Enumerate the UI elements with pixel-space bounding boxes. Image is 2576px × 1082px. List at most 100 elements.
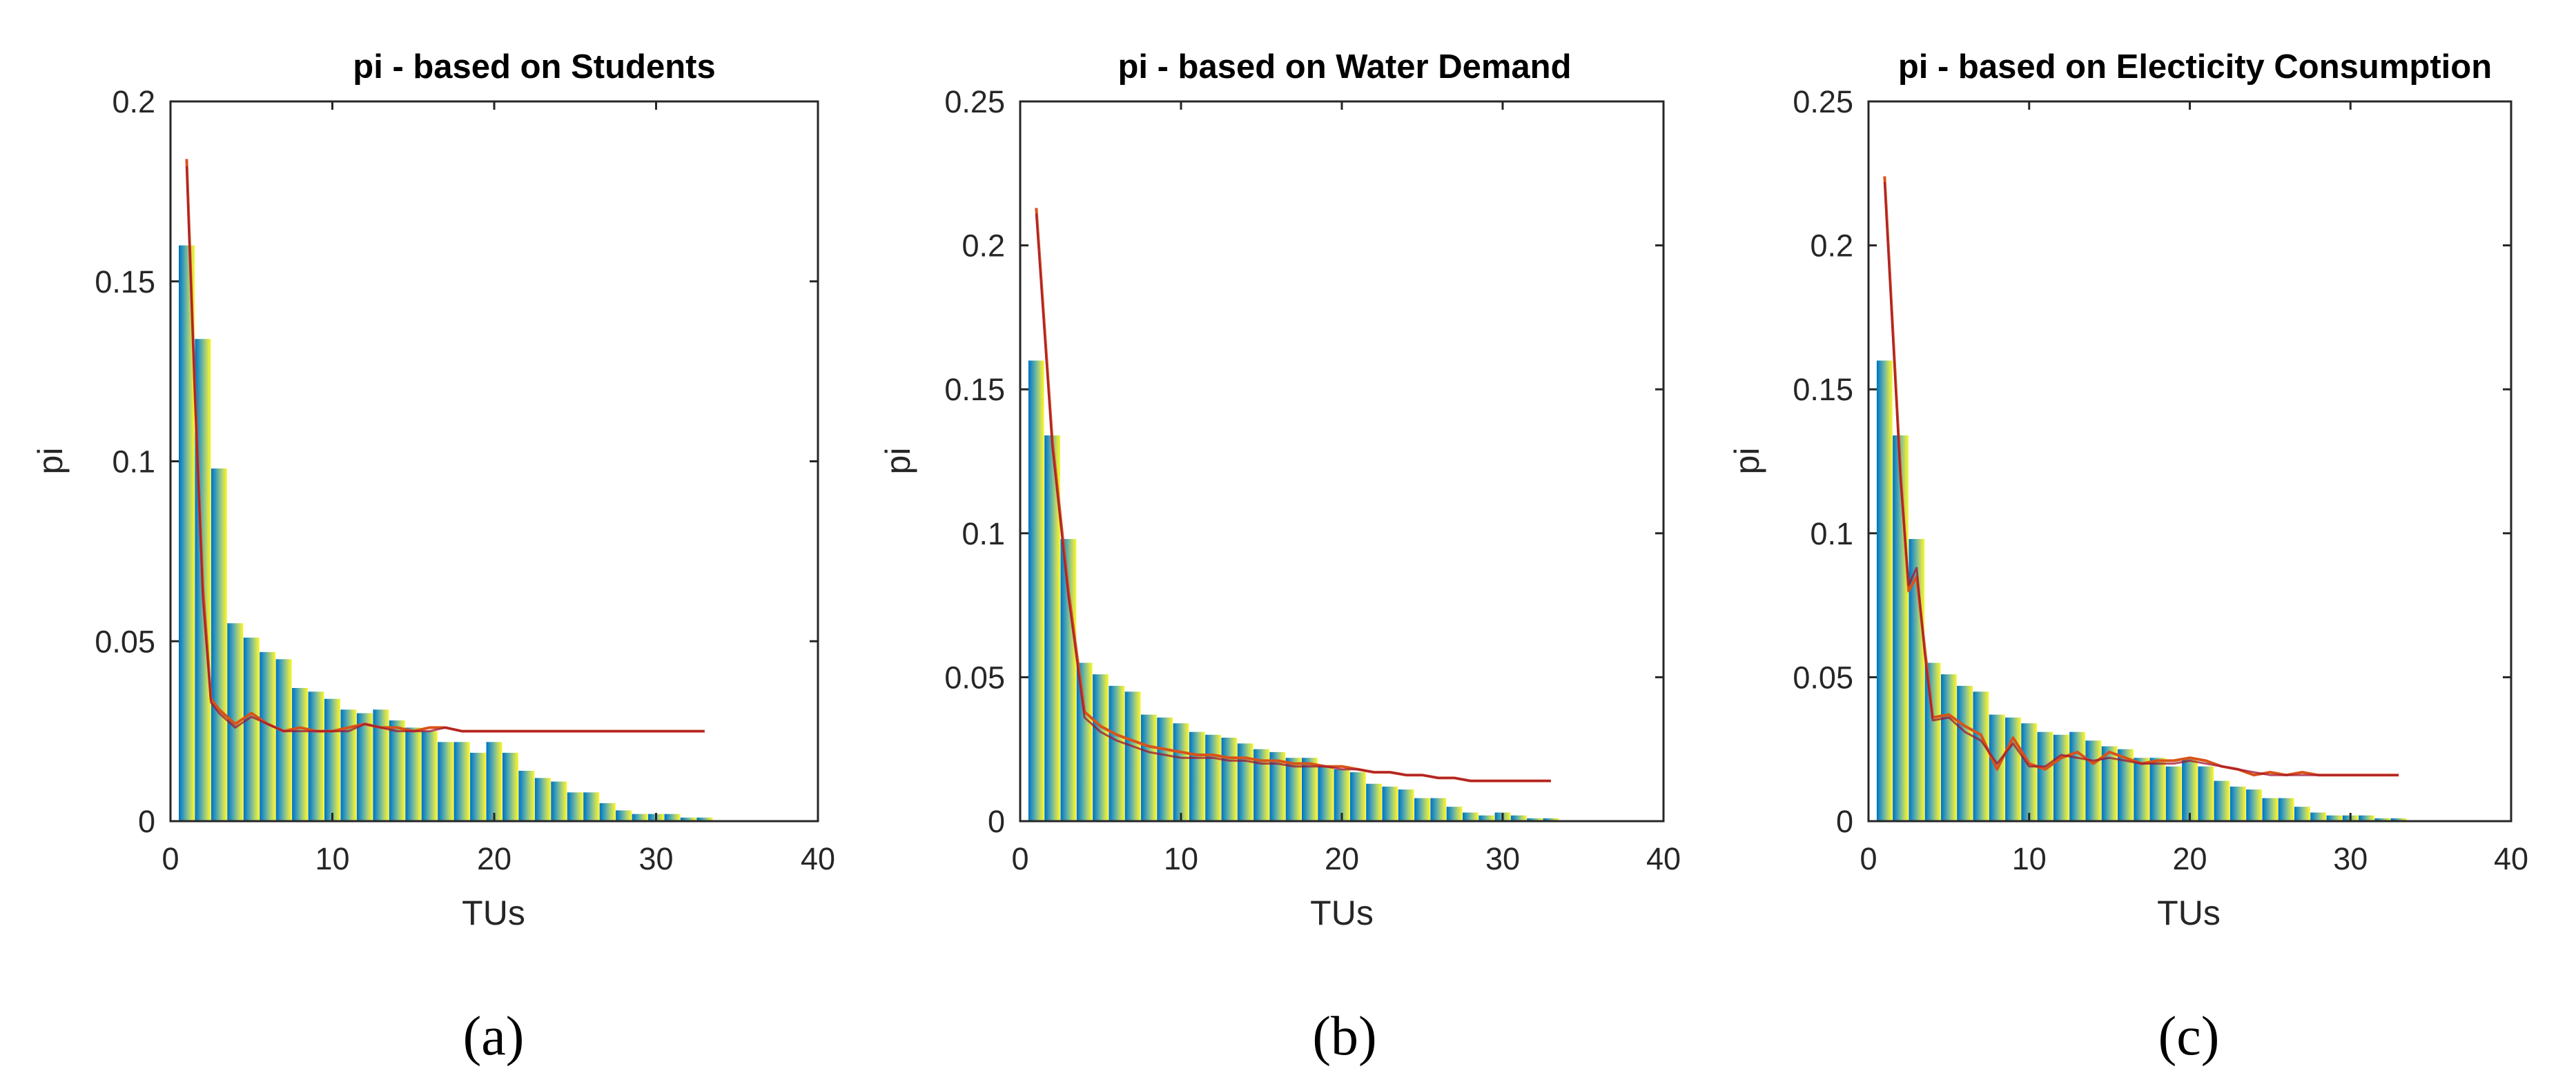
y-tick-label: 0.15 [944, 372, 1005, 407]
caption-a: (a) [463, 1006, 525, 1067]
chart-panel-a: pi - based on Students pi TUs (a) 0 10 20 3… [31, 48, 835, 1067]
bar [1157, 717, 1173, 821]
y-tick-label: 0.1 [962, 516, 1005, 551]
bar [502, 752, 518, 821]
bar [1957, 685, 1973, 821]
bar [2182, 758, 2198, 821]
chart-title-a: pi - based on Students [353, 48, 715, 86]
bar [1285, 758, 1302, 821]
bar [275, 659, 292, 821]
bar [1398, 789, 1414, 821]
bar [2149, 758, 2166, 821]
bar [518, 771, 535, 821]
bar [1237, 743, 1253, 821]
bar [2359, 815, 2374, 821]
chart-title-c: pi - based on Electicity Consumption [1898, 48, 2492, 86]
bar [1173, 723, 1189, 821]
bar [356, 713, 373, 821]
bar [389, 720, 405, 821]
y-tick-label: 0.05 [944, 660, 1005, 695]
bar [292, 688, 309, 821]
bar [599, 803, 616, 821]
bar [1205, 734, 1221, 821]
x-tick-label: 10 [2012, 841, 2047, 876]
y-tick-label: 0 [138, 804, 155, 839]
x-tick-label: 30 [2333, 841, 2368, 876]
y-tick-label: 0.2 [112, 84, 155, 119]
bar [616, 810, 632, 821]
bar [2134, 758, 2150, 821]
bar [1253, 749, 1269, 821]
bar [567, 792, 583, 821]
bar [1269, 751, 1286, 821]
y-tick-label: 0.2 [1810, 228, 1853, 264]
y-tick-label: 0.2 [962, 228, 1005, 264]
caption-c: (c) [2158, 1006, 2220, 1067]
bar [438, 742, 454, 821]
bar [179, 245, 195, 822]
bar [1189, 731, 1205, 821]
x-tick-label: 20 [1325, 841, 1359, 876]
bar [2118, 749, 2134, 821]
y-tick-label: 0 [988, 804, 1005, 839]
bar [243, 638, 260, 821]
x-tick-label: 0 [1011, 841, 1028, 876]
bar [1334, 769, 1350, 821]
bar [421, 731, 438, 821]
bar [2214, 780, 2230, 821]
x-tick-label: 10 [315, 841, 349, 876]
bar [1430, 798, 1447, 821]
bar [470, 752, 487, 821]
bar [2294, 807, 2310, 821]
bar [1543, 818, 1559, 821]
x-tick-label: 40 [801, 841, 835, 876]
chart-panel-b: pi - based on Water Demand pi TUs (b) 0 1… [879, 48, 1681, 1067]
series-line [1883, 181, 2399, 776]
y-tick-label: 0.15 [95, 264, 155, 299]
bar [2262, 798, 2279, 821]
plot-area-b: 0 10 20 30 40 0 0.05 0.1 0.15 0.2 0.25 [944, 84, 1681, 876]
bar [405, 727, 422, 821]
bar [1302, 758, 1318, 821]
x-tick-label: 40 [1646, 841, 1681, 876]
bar [680, 817, 696, 821]
bar [1510, 815, 1527, 821]
x-axis-label-b: TUs [1310, 894, 1374, 932]
x-tick-label: 20 [2172, 841, 2207, 876]
series-line [1035, 213, 1551, 783]
x-tick-label: 0 [162, 841, 179, 876]
x-tick-label: 30 [638, 841, 673, 876]
x-tick-label: 30 [1485, 841, 1520, 876]
bar [1349, 772, 1366, 821]
y-axis-label-b: pi [879, 448, 917, 475]
chart-panel-c: pi - based on Electicity Consumption pi … [1728, 48, 2528, 1067]
bar [1527, 818, 1543, 821]
bar [1446, 807, 1463, 821]
bar [1109, 685, 1125, 821]
bar [1924, 662, 1941, 821]
bar [551, 781, 567, 821]
bar [1076, 662, 1093, 821]
plot-area-c: 0 10 20 30 40 0 0.05 0.1 0.15 0.2 0.25 [1793, 84, 2528, 876]
bar [373, 709, 389, 821]
bar [1366, 783, 1382, 821]
bar [1973, 691, 1989, 821]
bar [1414, 798, 1430, 821]
bar [696, 817, 713, 821]
bar [1382, 786, 1398, 821]
y-tick-label: 0.05 [1793, 660, 1853, 695]
bar [1044, 435, 1060, 821]
bar [1093, 674, 1109, 821]
bar [308, 691, 324, 821]
bar [2310, 812, 2327, 821]
bar [583, 792, 600, 821]
x-tick-label: 20 [477, 841, 511, 876]
bar [2198, 766, 2214, 821]
bar [2165, 766, 2182, 821]
bar [1124, 691, 1141, 821]
bar [2326, 815, 2343, 821]
x-tick-label: 0 [1860, 841, 1877, 876]
bar [2053, 734, 2069, 821]
x-tick-label: 10 [1164, 841, 1198, 876]
bar [2005, 717, 2021, 821]
